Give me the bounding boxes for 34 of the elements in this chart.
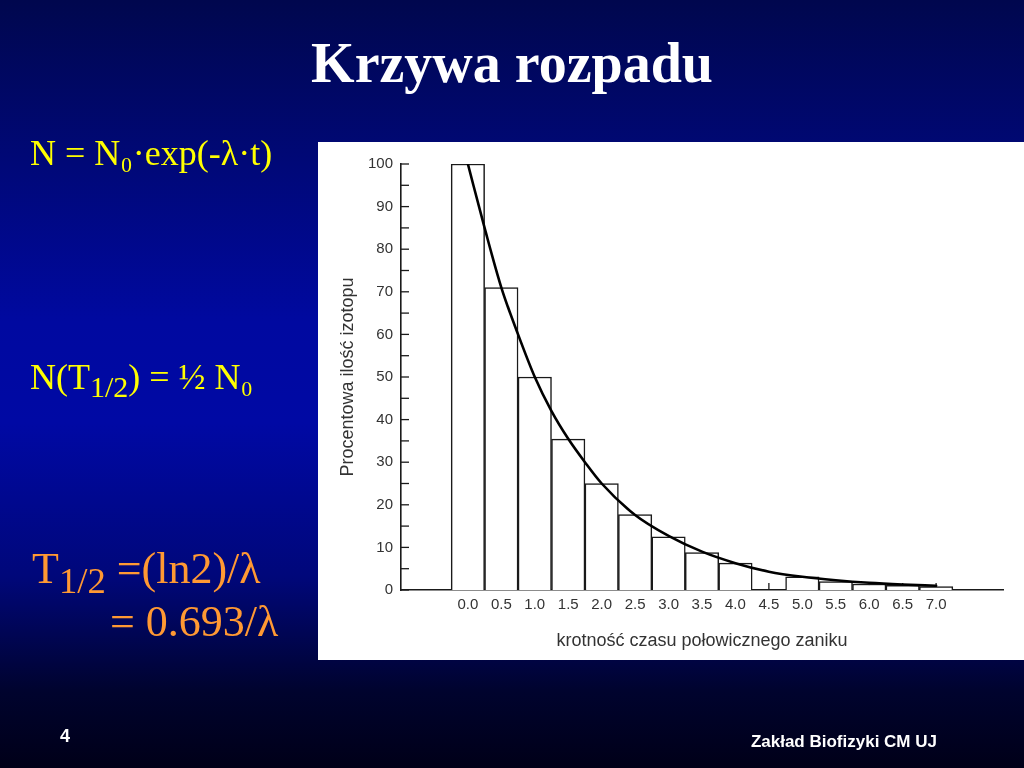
x-tick-label: 6.5 <box>892 595 914 613</box>
x-tick-label: 3.5 <box>691 595 713 613</box>
y-tick-label: 10 <box>376 537 393 555</box>
x-tick-label: 2.5 <box>624 595 646 613</box>
x-tick-label: 0.5 <box>490 595 512 613</box>
text: N(T$_{1/2}$) = ½ N₀ <box>30 357 254 404</box>
x-tick-label: 1.5 <box>557 595 579 613</box>
x-axis-title: krotność czasu połowicznego zaniku <box>556 630 848 651</box>
x-tick-label: 4.5 <box>758 595 780 613</box>
y-tick-label: 40 <box>376 409 393 427</box>
text: 4 <box>60 726 71 747</box>
x-tick-label: 7.0 <box>925 595 947 613</box>
x-tick-label: 1.0 <box>524 595 546 613</box>
text: N = N₀·exp(-λ·t) <box>30 133 273 174</box>
x-tick-label: 6.0 <box>858 595 880 613</box>
x-tick-label: 3.0 <box>658 595 679 613</box>
x-tick-label: 5.0 <box>791 595 813 613</box>
x-tick-label: 5.5 <box>825 595 847 613</box>
line-series <box>466 164 938 588</box>
y-tick-label: 100 <box>367 154 393 172</box>
x-tick-label: 4.0 <box>725 595 746 613</box>
y-tick-label: 70 <box>376 281 393 299</box>
y-tick-label: 0 <box>384 580 393 598</box>
y-tick-label: 60 <box>376 324 393 342</box>
x-tick-label: 0.0 <box>457 595 479 613</box>
y-tick-label: 30 <box>376 452 393 470</box>
x-tick-label: 2.0 <box>591 595 613 613</box>
y-tick-label: 50 <box>376 367 393 385</box>
y-tick-label: 80 <box>376 239 393 257</box>
text: Zakład Biofizyki CM UJ <box>750 732 937 752</box>
y-axis-title: Procentowa ilość izotopu <box>336 277 357 477</box>
y-tick-label: 90 <box>376 196 393 214</box>
chart-title: Krzywa rozpadu <box>310 31 714 96</box>
y-tick-label: 20 <box>376 494 393 512</box>
